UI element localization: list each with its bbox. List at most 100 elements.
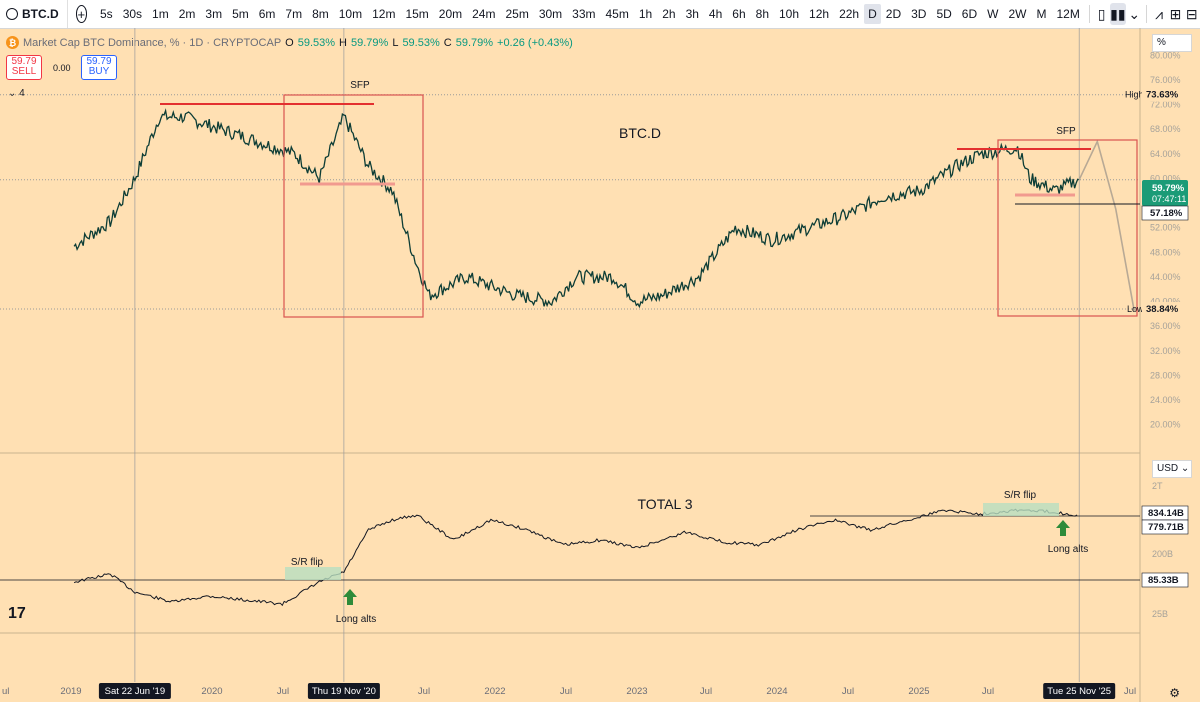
percent-scale-select[interactable]: % [1152, 34, 1192, 52]
time-tick-label: 2020 [201, 686, 222, 697]
interval-12m[interactable]: 12M [1056, 7, 1080, 21]
interval-3m[interactable]: 3m [205, 7, 223, 21]
interval-3h[interactable]: 3h [685, 7, 699, 21]
close-value: 59.79% [455, 36, 494, 49]
long-arrow-right [1056, 520, 1070, 536]
interval-m[interactable]: M [1036, 7, 1047, 21]
interval-6d[interactable]: 6D [961, 7, 978, 21]
y-tick-label: 80.00% [1150, 50, 1181, 60]
interval-10m[interactable]: 10m [338, 7, 363, 21]
interval-2w[interactable]: 2W [1008, 7, 1027, 21]
interval-5s[interactable]: 5s [100, 7, 113, 21]
time-tick-label: 2019 [60, 686, 81, 697]
crosshair-date-bg [307, 683, 380, 699]
high-value-tag: 73.63% [1146, 90, 1179, 101]
interval-4h[interactable]: 4h [708, 7, 723, 21]
time-tick-label: Jul [1124, 686, 1136, 697]
interval-12h[interactable]: 12h [809, 7, 830, 21]
interval-7m[interactable]: 7m [285, 7, 303, 21]
chevron-down-icon[interactable]: ⌄ [1128, 5, 1141, 22]
time-tick-label: Jul [418, 686, 430, 697]
lower-level-tag-bg [1141, 572, 1189, 588]
time-tick-label: Jul [982, 686, 994, 697]
series-legend: ₿ Market Cap BTC Dominance, % · 1D · CRY… [6, 36, 573, 49]
interval-3d[interactable]: 3D [911, 7, 927, 21]
total3-last-tag: 779.71B [1148, 522, 1184, 533]
high-value-tag-bg [1142, 87, 1186, 102]
sr-flip-label-right: S/R flip [1004, 490, 1037, 501]
crosshair-date-bg [1043, 683, 1116, 699]
y-tick-label: 44.00% [1150, 272, 1181, 282]
tradingview-logo: 17 [8, 605, 26, 622]
y-tick-label: 20.00% [1150, 420, 1181, 430]
high-value: 59.79% [351, 36, 389, 49]
settings-gear-icon[interactable]: ⚙ [1169, 686, 1180, 700]
indicators-collapse-toggle[interactable]: ⌄ 4 [8, 88, 25, 99]
layout-grid-icon[interactable]: ⊞ [1169, 5, 1182, 22]
sr-flip-zone-left [285, 567, 341, 580]
interval-22h[interactable]: 22h [839, 7, 860, 21]
buy-button[interactable]: 59.79 BUY [81, 55, 117, 80]
interval-6h[interactable]: 6h [732, 7, 746, 21]
y-tick-label: 64.00% [1150, 149, 1181, 159]
interval-24m[interactable]: 24m [472, 7, 496, 21]
currency-select[interactable]: USD ⌄ [1152, 460, 1192, 478]
long-arrow-left [343, 589, 357, 605]
level-tag-bg [1141, 205, 1189, 221]
compare-add-icon[interactable]: + [75, 5, 87, 23]
interval-5m[interactable]: 5m [232, 7, 249, 21]
interval-2h[interactable]: 2h [662, 7, 676, 21]
sr-flip-zone-right [983, 503, 1059, 516]
low-value: 59.53% [402, 36, 440, 49]
interval-w[interactable]: W [987, 7, 999, 21]
btcd-title-annotation: BTC.D [619, 125, 661, 141]
candle-style-icon[interactable]: ▮▮ [1109, 3, 1127, 25]
interval-12m[interactable]: 12m [372, 7, 396, 21]
interval-5d[interactable]: 5D [936, 7, 952, 21]
interval-8m[interactable]: 8m [312, 7, 329, 21]
y-tick-label: 52.00% [1150, 223, 1181, 233]
interval-25m[interactable]: 25m [505, 7, 529, 21]
interval-1m[interactable]: 1m [152, 7, 169, 21]
interval-15m[interactable]: 15m [405, 7, 429, 21]
sell-label: SELL [11, 66, 37, 77]
high-label: H [339, 36, 347, 49]
y-tick-label: 24.00% [1150, 395, 1181, 405]
buy-price: 59.79 [86, 56, 112, 67]
interval-8h[interactable]: 8h [755, 7, 769, 21]
bar-style-icon[interactable]: ▯ [1097, 5, 1106, 22]
interval-20m[interactable]: 20m [438, 7, 463, 21]
sell-price: 59.79 [11, 56, 37, 67]
divider [1146, 5, 1147, 23]
symbol-label: BTC.D [22, 7, 59, 21]
interval-2d[interactable]: 2D [885, 7, 902, 21]
time-tick-label: Jul [277, 686, 289, 697]
symbol-search[interactable]: BTC.D [0, 0, 68, 28]
level-value-tag: 57.18% [1150, 208, 1183, 219]
search-icon [6, 8, 18, 20]
interval-33m[interactable]: 33m [572, 7, 596, 21]
bitcoin-icon: ₿ [6, 36, 19, 49]
open-value: 59.53% [297, 36, 336, 49]
interval-2m[interactable]: 2m [178, 7, 196, 21]
sell-button[interactable]: 59.79 SELL [6, 55, 42, 80]
change-value: +0.26 (+0.43%) [497, 36, 573, 49]
interval-30m[interactable]: 30m [538, 7, 563, 21]
interval-d[interactable]: D [864, 4, 881, 24]
interval-10h[interactable]: 10h [779, 7, 800, 21]
interval-6m[interactable]: 6m [258, 7, 276, 21]
interval-1h[interactable]: 1h [638, 7, 653, 21]
time-tick-label: 2024 [766, 686, 787, 697]
btcd-projection-line [1078, 139, 1135, 311]
interval-45m[interactable]: 45m [605, 7, 629, 21]
layout-grid-icon-2[interactable]: ⊟ [1185, 5, 1198, 22]
buy-label: BUY [88, 66, 110, 77]
long-alts-label-left: Long alts [336, 614, 377, 625]
long-alts-label-right: Long alts [1048, 544, 1089, 555]
indicators-icon[interactable]: ⩘ [1155, 5, 1164, 22]
interval-30s[interactable]: 30s [122, 7, 143, 21]
time-tick-label: Jul [700, 686, 712, 697]
series-title[interactable]: Market Cap BTC Dominance, % · 1D · CRYPT… [23, 36, 282, 49]
y-tick-label: 40.00% [1150, 297, 1181, 307]
